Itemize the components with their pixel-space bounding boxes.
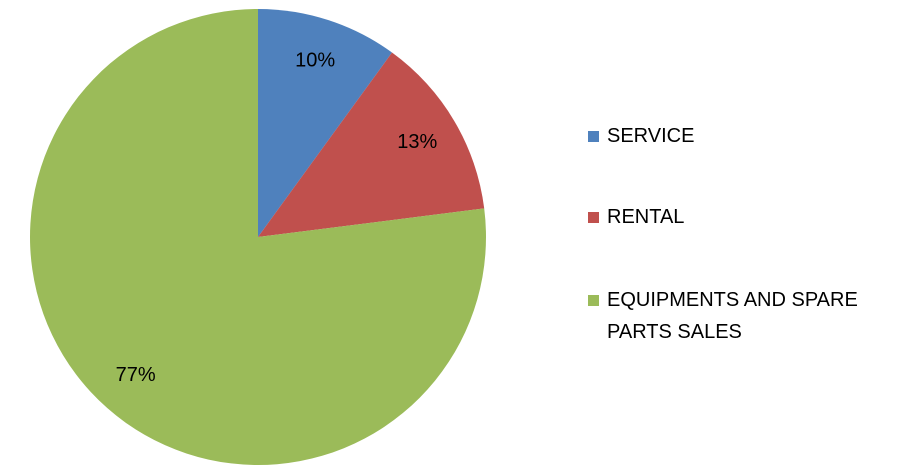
legend-label: RENTAL [607, 206, 685, 228]
legend: SERVICE RENTAL EQUIPMENTS AND SPARE PARTS … [588, 120, 898, 348]
legend-item: RENTAL [588, 201, 898, 233]
legend-label: EQUIPMENTS AND SPARE PARTS SALES [607, 289, 858, 343]
legend-label: SERVICE [607, 125, 695, 147]
pie-slice [258, 9, 393, 237]
legend-swatch [588, 212, 599, 223]
legend-item: EQUIPMENTS AND SPARE PARTS SALES [588, 284, 898, 348]
pie-slice [29, 9, 486, 465]
legend-swatch [588, 131, 599, 142]
data-label: 77% [116, 364, 156, 386]
pie-slice [258, 52, 485, 237]
legend-swatch [588, 295, 599, 306]
data-label: 10% [295, 49, 335, 71]
legend-item: SERVICE [588, 120, 898, 152]
data-label: 13% [397, 131, 437, 153]
